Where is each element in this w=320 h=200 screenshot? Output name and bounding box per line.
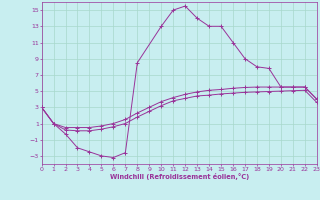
X-axis label: Windchill (Refroidissement éolien,°C): Windchill (Refroidissement éolien,°C) — [109, 173, 249, 180]
